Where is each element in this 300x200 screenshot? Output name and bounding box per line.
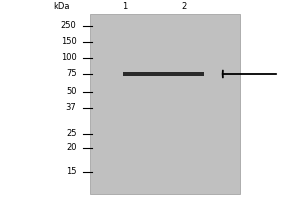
Text: 50: 50: [66, 88, 76, 97]
Bar: [90, 14, 240, 194]
Text: 20: 20: [66, 144, 76, 152]
Text: 250: 250: [61, 21, 76, 30]
Text: 100: 100: [61, 53, 76, 62]
Text: 75: 75: [66, 70, 76, 78]
Bar: [123, 72, 204, 76]
Text: 37: 37: [66, 104, 76, 112]
Text: 150: 150: [61, 38, 76, 46]
Text: 15: 15: [66, 168, 76, 176]
Text: 1: 1: [122, 2, 127, 11]
Text: kDa: kDa: [53, 2, 70, 11]
Text: 25: 25: [66, 130, 76, 139]
Text: 2: 2: [182, 2, 187, 11]
